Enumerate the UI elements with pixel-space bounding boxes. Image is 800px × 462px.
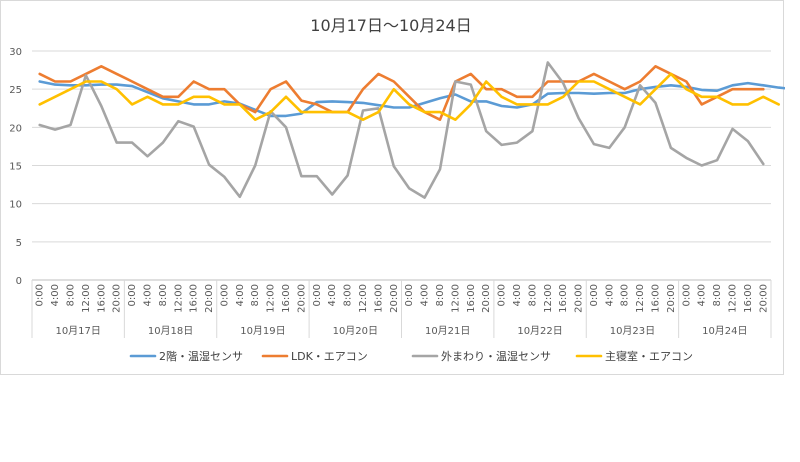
x-time-label: 4:00 — [235, 284, 246, 306]
legend-label: LDK・エアコン — [291, 350, 368, 363]
x-day-label: 10月22日 — [517, 325, 562, 337]
x-time-label: 4:00 — [50, 284, 61, 306]
x-day-label: 10月17日 — [55, 325, 100, 337]
y-tick-label: 30 — [9, 47, 22, 58]
y-tick-label: 15 — [9, 162, 22, 173]
x-time-label: 4:00 — [697, 284, 708, 306]
series-line-2 — [38, 65, 765, 121]
x-time-label: 12:00 — [81, 284, 92, 313]
x-time-label: 8:00 — [158, 284, 169, 306]
x-time-label: 0:00 — [404, 284, 415, 306]
x-time-label: 0:00 — [312, 284, 323, 306]
y-tick-label: 20 — [9, 123, 22, 134]
x-time-label: 16:00 — [743, 284, 754, 313]
x-time-label: 16:00 — [189, 284, 200, 313]
series-line-4 — [38, 72, 781, 121]
x-time-label: 12:00 — [173, 284, 184, 313]
x-time-label: 8:00 — [65, 284, 76, 306]
x-time-label: 0:00 — [35, 284, 46, 306]
x-time-label: 8:00 — [527, 284, 538, 306]
x-time-label: 16:00 — [281, 284, 292, 313]
x-time-label: 0:00 — [127, 284, 138, 306]
line-chart: 10月17日～10月24日 0 5 10 15 20 25 30 0:00 4:00 8:00 1… — [9, 16, 785, 363]
legend-label: 外まわり・温湿センサ — [441, 350, 551, 363]
x-time-label: 20:00 — [666, 284, 677, 313]
x-time-label: 12:00 — [358, 284, 369, 313]
x-time-label: 4:00 — [142, 284, 153, 306]
x-time-label: 20:00 — [296, 284, 307, 313]
y-tick-label: 10 — [9, 200, 22, 211]
x-time-label: 0:00 — [219, 284, 230, 306]
legend: 2階・温湿センサ LDK・エアコン 外まわり・温湿センサ 主寝室・エアコン — [129, 349, 693, 363]
x-time-label: 20:00 — [112, 284, 123, 313]
x-time-label: 8:00 — [435, 284, 446, 306]
x-time-label: 20:00 — [574, 284, 585, 313]
x-time-label: 12:00 — [266, 284, 277, 313]
x-time-label: 12:00 — [635, 284, 646, 313]
x-time-label: 20:00 — [204, 284, 215, 313]
x-time-label: 16:00 — [466, 284, 477, 313]
x-day-label: 10月20日 — [333, 325, 378, 337]
x-time-label: 16:00 — [651, 284, 662, 313]
legend-label: 2階・温湿センサ — [159, 349, 243, 363]
y-tick-label: 0 — [16, 276, 22, 287]
legend-label: 主寝室・エアコン — [605, 349, 693, 363]
x-time-label: 12:00 — [543, 284, 554, 313]
x-time-label: 4:00 — [327, 284, 338, 306]
x-day-label: 10月21日 — [425, 325, 470, 337]
x-time-label: 4:00 — [420, 284, 431, 306]
x-day-label: 10月18日 — [148, 325, 193, 337]
x-time-label: 20:00 — [389, 284, 400, 313]
x-time-label: 12:00 — [450, 284, 461, 313]
x-time-label: 16:00 — [558, 284, 569, 313]
x-time-label: 8:00 — [343, 284, 354, 306]
x-time-label: 0:00 — [681, 284, 692, 306]
series-lines — [38, 61, 785, 199]
x-time-label: 16:00 — [373, 284, 384, 313]
y-tick-label: 5 — [16, 238, 22, 249]
x-day-label: 10月19日 — [240, 325, 285, 337]
x-time-label: 12:00 — [728, 284, 739, 313]
x-time-label: 8:00 — [712, 284, 723, 306]
series-line-1 — [38, 80, 785, 118]
chart-title: 10月17日～10月24日 — [310, 16, 471, 35]
x-time-label: 8:00 — [250, 284, 261, 306]
x-time-label: 4:00 — [512, 284, 523, 306]
x-time-label: 16:00 — [96, 284, 107, 313]
y-tick-label: 25 — [9, 85, 22, 96]
x-time-label: 0:00 — [497, 284, 508, 306]
x-time-label: 4:00 — [604, 284, 615, 306]
x-time-label: 20:00 — [758, 284, 769, 313]
x-time-label: 20:00 — [481, 284, 492, 313]
x-time-label: 0:00 — [589, 284, 600, 306]
series-line-3 — [38, 61, 765, 199]
chart-frame: 10月17日～10月24日 0 5 10 15 20 25 30 0:00 4:00 8:00 1… — [0, 0, 785, 375]
x-time-label: 8:00 — [620, 284, 631, 306]
x-axis-ticks: 0:00 4:00 8:00 12:00 16:00 20:00 10月17日 0:00 4:0… — [31, 280, 772, 338]
x-day-label: 10月24日 — [702, 325, 747, 337]
x-day-label: 10月23日 — [610, 325, 655, 337]
y-axis-ticks: 0 5 10 15 20 25 30 — [9, 47, 22, 287]
